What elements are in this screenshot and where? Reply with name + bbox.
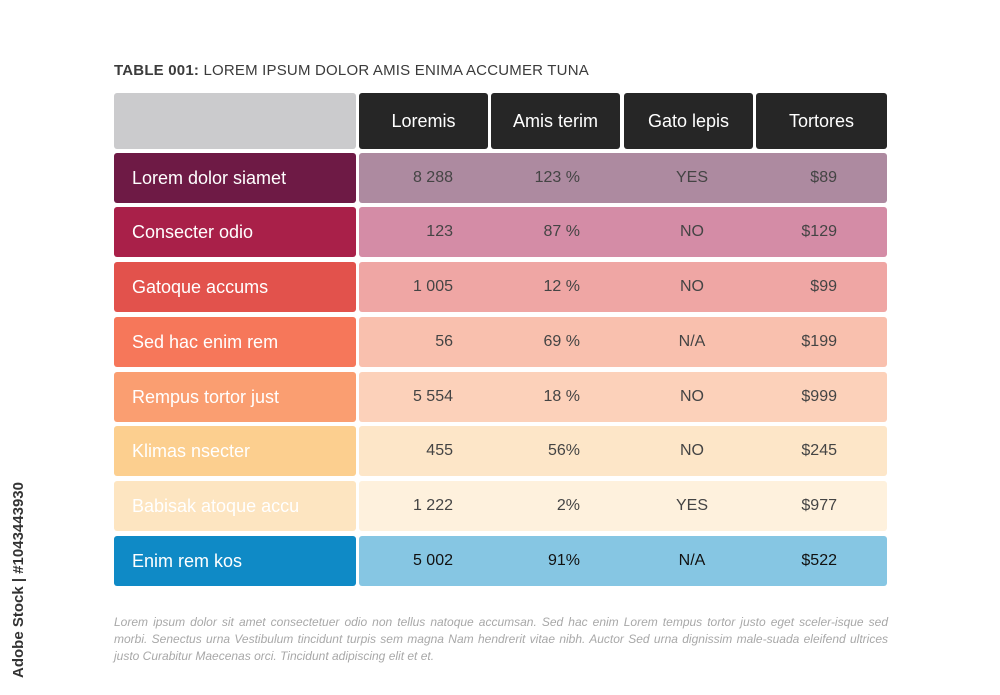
- cell-gato-lepis: NO: [680, 223, 704, 240]
- cell-amis-terim: 87 %: [543, 223, 580, 240]
- row-label: Babisak atoque accu: [114, 481, 356, 531]
- cell-loremis: 8 288: [412, 169, 453, 186]
- row-values: 5 002 91% N/A $522: [359, 536, 887, 586]
- row-label: Lorem dolor siamet: [114, 153, 356, 203]
- cell-loremis: 56: [435, 333, 453, 350]
- cell-amis-terim: 18 %: [543, 388, 580, 405]
- cell-amis-terim: 56%: [547, 442, 580, 459]
- cell-loremis: 5 554: [412, 388, 453, 405]
- cell-tortores: $999: [801, 388, 837, 405]
- cell-gato-lepis: NO: [680, 442, 704, 459]
- cell-loremis: 1 222: [412, 497, 453, 514]
- row-values: 455 56% NO $245: [359, 426, 887, 476]
- cell-loremis: 123: [426, 223, 453, 240]
- cell-loremis: 5 002: [412, 552, 453, 569]
- table-row: Babisak atoque accu 1 222 2% YES $977: [114, 481, 887, 531]
- header-tortores: Tortores: [756, 93, 887, 149]
- stock-watermark-text: Adobe Stock | #1043443930: [10, 482, 27, 678]
- table-header-row: Loremis Amis terim Gato lepis Tortores: [114, 93, 887, 149]
- cell-amis-terim: 69 %: [543, 333, 580, 350]
- row-label: Consecter odio: [114, 207, 356, 257]
- table-title: TABLE 001: LOREM IPSUM DOLOR AMIS ENIMA …: [114, 62, 589, 79]
- row-label: Klimas nsecter: [114, 426, 356, 476]
- table-row: Gatoque accums 1 005 12 % NO $99: [114, 262, 887, 312]
- stock-watermark: Adobe Stock | #1043443930: [8, 446, 28, 686]
- table-row: Klimas nsecter 455 56% NO $245: [114, 426, 887, 476]
- cell-tortores: $522: [801, 552, 837, 569]
- row-values: 1 222 2% YES $977: [359, 481, 887, 531]
- table-title-bold: TABLE 001:: [114, 62, 200, 79]
- header-blank-cell: [114, 93, 356, 149]
- table-row: Sed hac enim rem 56 69 % N/A $199: [114, 317, 887, 367]
- cell-tortores: $99: [810, 278, 837, 295]
- header-amis-terim: Amis terim: [491, 93, 620, 149]
- data-table: Loremis Amis terim Gato lepis Tortores L…: [114, 93, 887, 586]
- cell-loremis: 455: [426, 442, 453, 459]
- table-title-text: LOREM IPSUM DOLOR AMIS ENIMA ACCUMER TUN…: [199, 62, 589, 79]
- row-values: 123 87 % NO $129: [359, 207, 887, 257]
- cell-loremis: 1 005: [412, 278, 453, 295]
- table-row: Rempus tortor just 5 554 18 % NO $999: [114, 372, 887, 422]
- header-gato-lepis: Gato lepis: [624, 93, 753, 149]
- row-label: Rempus tortor just: [114, 372, 356, 422]
- cell-gato-lepis: NO: [680, 388, 704, 405]
- row-values: 8 288 123 % YES $89: [359, 153, 887, 203]
- cell-amis-terim: 12 %: [543, 278, 580, 295]
- cell-gato-lepis: NO: [680, 278, 704, 295]
- cell-tortores: $89: [810, 169, 837, 186]
- row-values: 56 69 % N/A $199: [359, 317, 887, 367]
- cell-gato-lepis: YES: [675, 169, 708, 186]
- cell-tortores: $245: [801, 442, 837, 459]
- table-row: Lorem dolor siamet 8 288 123 % YES $89: [114, 153, 887, 203]
- footnote: Lorem ipsum dolor sit amet consectetuer …: [114, 615, 888, 663]
- cell-gato-lepis: YES: [675, 497, 708, 514]
- cell-gato-lepis: N/A: [678, 552, 706, 569]
- cell-gato-lepis: N/A: [678, 333, 706, 350]
- row-label: Sed hac enim rem: [114, 317, 356, 367]
- cell-tortores: $199: [801, 333, 837, 350]
- cell-tortores: $977: [801, 497, 837, 514]
- cell-amis-terim: 123 %: [534, 169, 580, 186]
- table-row: Consecter odio 123 87 % NO $129: [114, 207, 887, 257]
- row-label: Gatoque accums: [114, 262, 356, 312]
- header-loremis: Loremis: [359, 93, 488, 149]
- cell-amis-terim: 91%: [547, 552, 580, 569]
- table-row-highlight: Enim rem kos 5 002 91% N/A $522: [114, 536, 887, 586]
- cell-tortores: $129: [801, 223, 837, 240]
- cell-amis-terim: 2%: [556, 497, 580, 514]
- row-values: 1 005 12 % NO $99: [359, 262, 887, 312]
- row-values: 5 554 18 % NO $999: [359, 372, 887, 422]
- row-label: Enim rem kos: [114, 536, 356, 586]
